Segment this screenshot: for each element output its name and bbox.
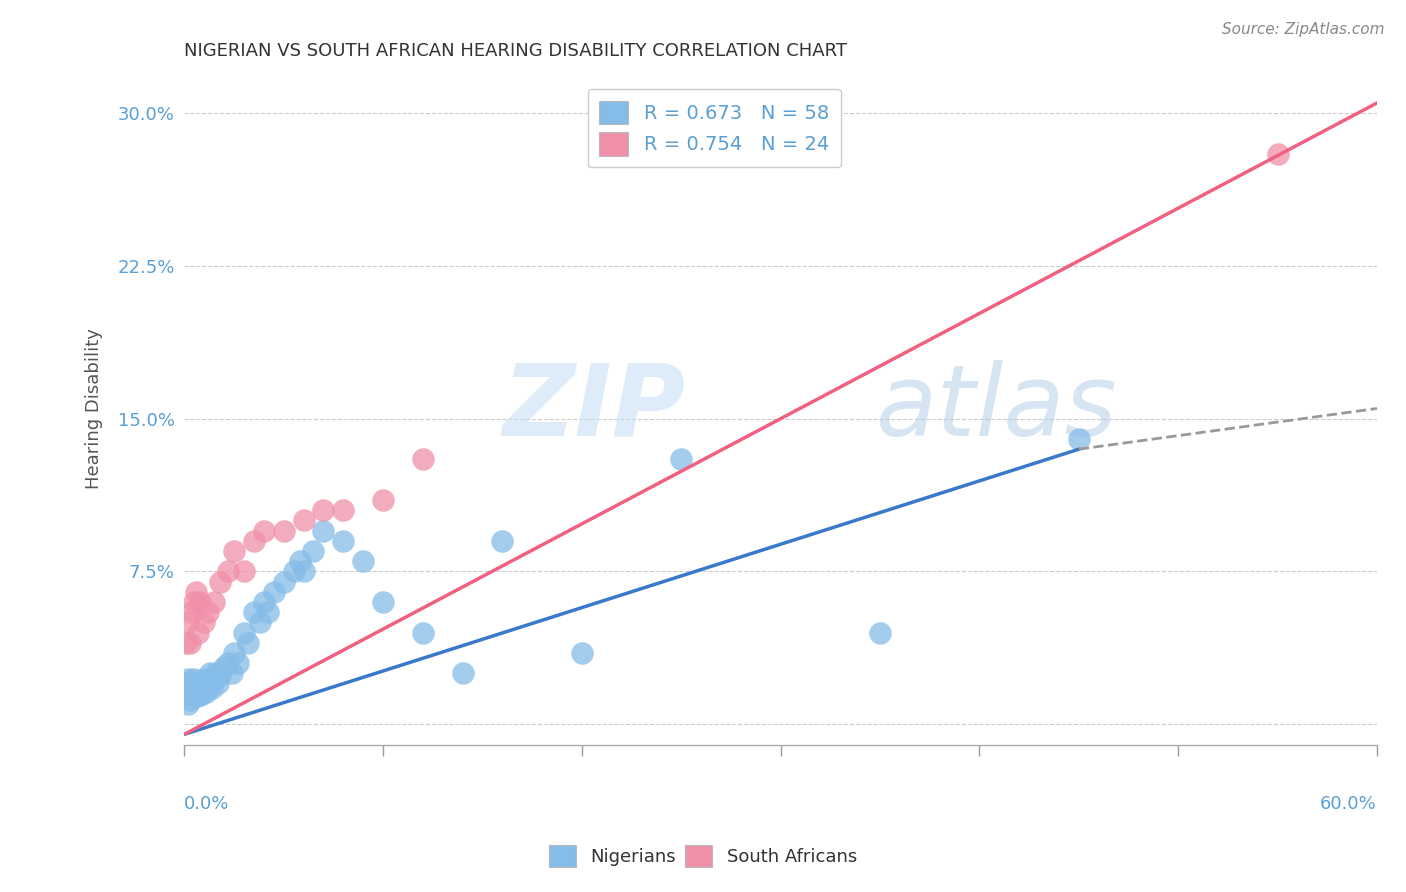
Point bbox=[188, 676, 211, 690]
Point bbox=[273, 574, 295, 589]
Legend: Nigerians, South Africans: Nigerians, South Africans bbox=[541, 838, 865, 874]
Point bbox=[179, 636, 201, 650]
Point bbox=[226, 656, 249, 670]
Point bbox=[177, 697, 200, 711]
Point bbox=[491, 533, 513, 548]
Point bbox=[202, 673, 225, 687]
Point bbox=[174, 681, 197, 695]
Point bbox=[1267, 147, 1289, 161]
Point bbox=[198, 666, 221, 681]
Point bbox=[283, 565, 305, 579]
Text: atlas: atlas bbox=[876, 360, 1118, 457]
Point bbox=[256, 605, 278, 619]
Point bbox=[179, 692, 201, 706]
Point bbox=[412, 625, 434, 640]
Point bbox=[179, 676, 201, 690]
Point bbox=[174, 676, 197, 690]
Point bbox=[177, 687, 200, 701]
Point bbox=[412, 452, 434, 467]
Point bbox=[181, 605, 204, 619]
Point bbox=[195, 684, 218, 698]
Point bbox=[869, 625, 891, 640]
Text: 60.0%: 60.0% bbox=[1320, 796, 1376, 814]
Point bbox=[183, 687, 205, 701]
Point bbox=[571, 646, 593, 660]
Point bbox=[207, 676, 229, 690]
Point bbox=[191, 687, 214, 701]
Point bbox=[222, 646, 245, 660]
Point bbox=[188, 684, 211, 698]
Point bbox=[332, 503, 354, 517]
Point bbox=[179, 681, 201, 695]
Point bbox=[312, 524, 335, 538]
Point bbox=[183, 595, 205, 609]
Point bbox=[288, 554, 311, 568]
Point bbox=[371, 595, 394, 609]
Point bbox=[221, 666, 243, 681]
Point bbox=[371, 493, 394, 508]
Point bbox=[209, 668, 232, 682]
Point bbox=[186, 676, 208, 690]
Point bbox=[232, 625, 254, 640]
Text: ZIP: ZIP bbox=[502, 360, 685, 457]
Point bbox=[671, 452, 693, 467]
Text: 0.0%: 0.0% bbox=[184, 796, 229, 814]
Point bbox=[181, 684, 204, 698]
Text: Source: ZipAtlas.com: Source: ZipAtlas.com bbox=[1222, 22, 1385, 37]
Point bbox=[186, 684, 208, 698]
Point bbox=[352, 554, 374, 568]
Point bbox=[332, 533, 354, 548]
Point bbox=[193, 681, 215, 695]
Point bbox=[187, 681, 209, 695]
Point bbox=[187, 625, 209, 640]
Point bbox=[209, 574, 232, 589]
Point bbox=[249, 615, 271, 630]
Point bbox=[174, 636, 197, 650]
Point bbox=[177, 673, 200, 687]
Point bbox=[217, 656, 239, 670]
Point bbox=[236, 636, 259, 650]
Point bbox=[181, 676, 204, 690]
Point bbox=[197, 676, 219, 690]
Point bbox=[451, 666, 474, 681]
Point bbox=[232, 565, 254, 579]
Point bbox=[193, 673, 215, 687]
Point bbox=[183, 681, 205, 695]
Text: NIGERIAN VS SOUTH AFRICAN HEARING DISABILITY CORRELATION CHART: NIGERIAN VS SOUTH AFRICAN HEARING DISABI… bbox=[184, 42, 848, 60]
Point bbox=[1067, 432, 1090, 446]
Legend: R = 0.673   N = 58, R = 0.754   N = 24: R = 0.673 N = 58, R = 0.754 N = 24 bbox=[588, 89, 841, 168]
Point bbox=[197, 605, 219, 619]
Y-axis label: Hearing Disability: Hearing Disability bbox=[86, 328, 103, 489]
Point bbox=[312, 503, 335, 517]
Point bbox=[193, 615, 215, 630]
Point bbox=[292, 514, 315, 528]
Point bbox=[273, 524, 295, 538]
Point bbox=[243, 605, 266, 619]
Point bbox=[187, 689, 209, 703]
Point bbox=[183, 673, 205, 687]
Point bbox=[253, 524, 276, 538]
Point bbox=[217, 565, 239, 579]
Point bbox=[201, 681, 224, 695]
Point bbox=[302, 544, 325, 558]
Point bbox=[202, 595, 225, 609]
Point bbox=[292, 565, 315, 579]
Point bbox=[263, 584, 285, 599]
Point bbox=[186, 584, 208, 599]
Point bbox=[243, 533, 266, 548]
Point bbox=[205, 666, 228, 681]
Point bbox=[253, 595, 276, 609]
Point bbox=[212, 660, 235, 674]
Point bbox=[177, 615, 200, 630]
Point bbox=[188, 595, 211, 609]
Point bbox=[222, 544, 245, 558]
